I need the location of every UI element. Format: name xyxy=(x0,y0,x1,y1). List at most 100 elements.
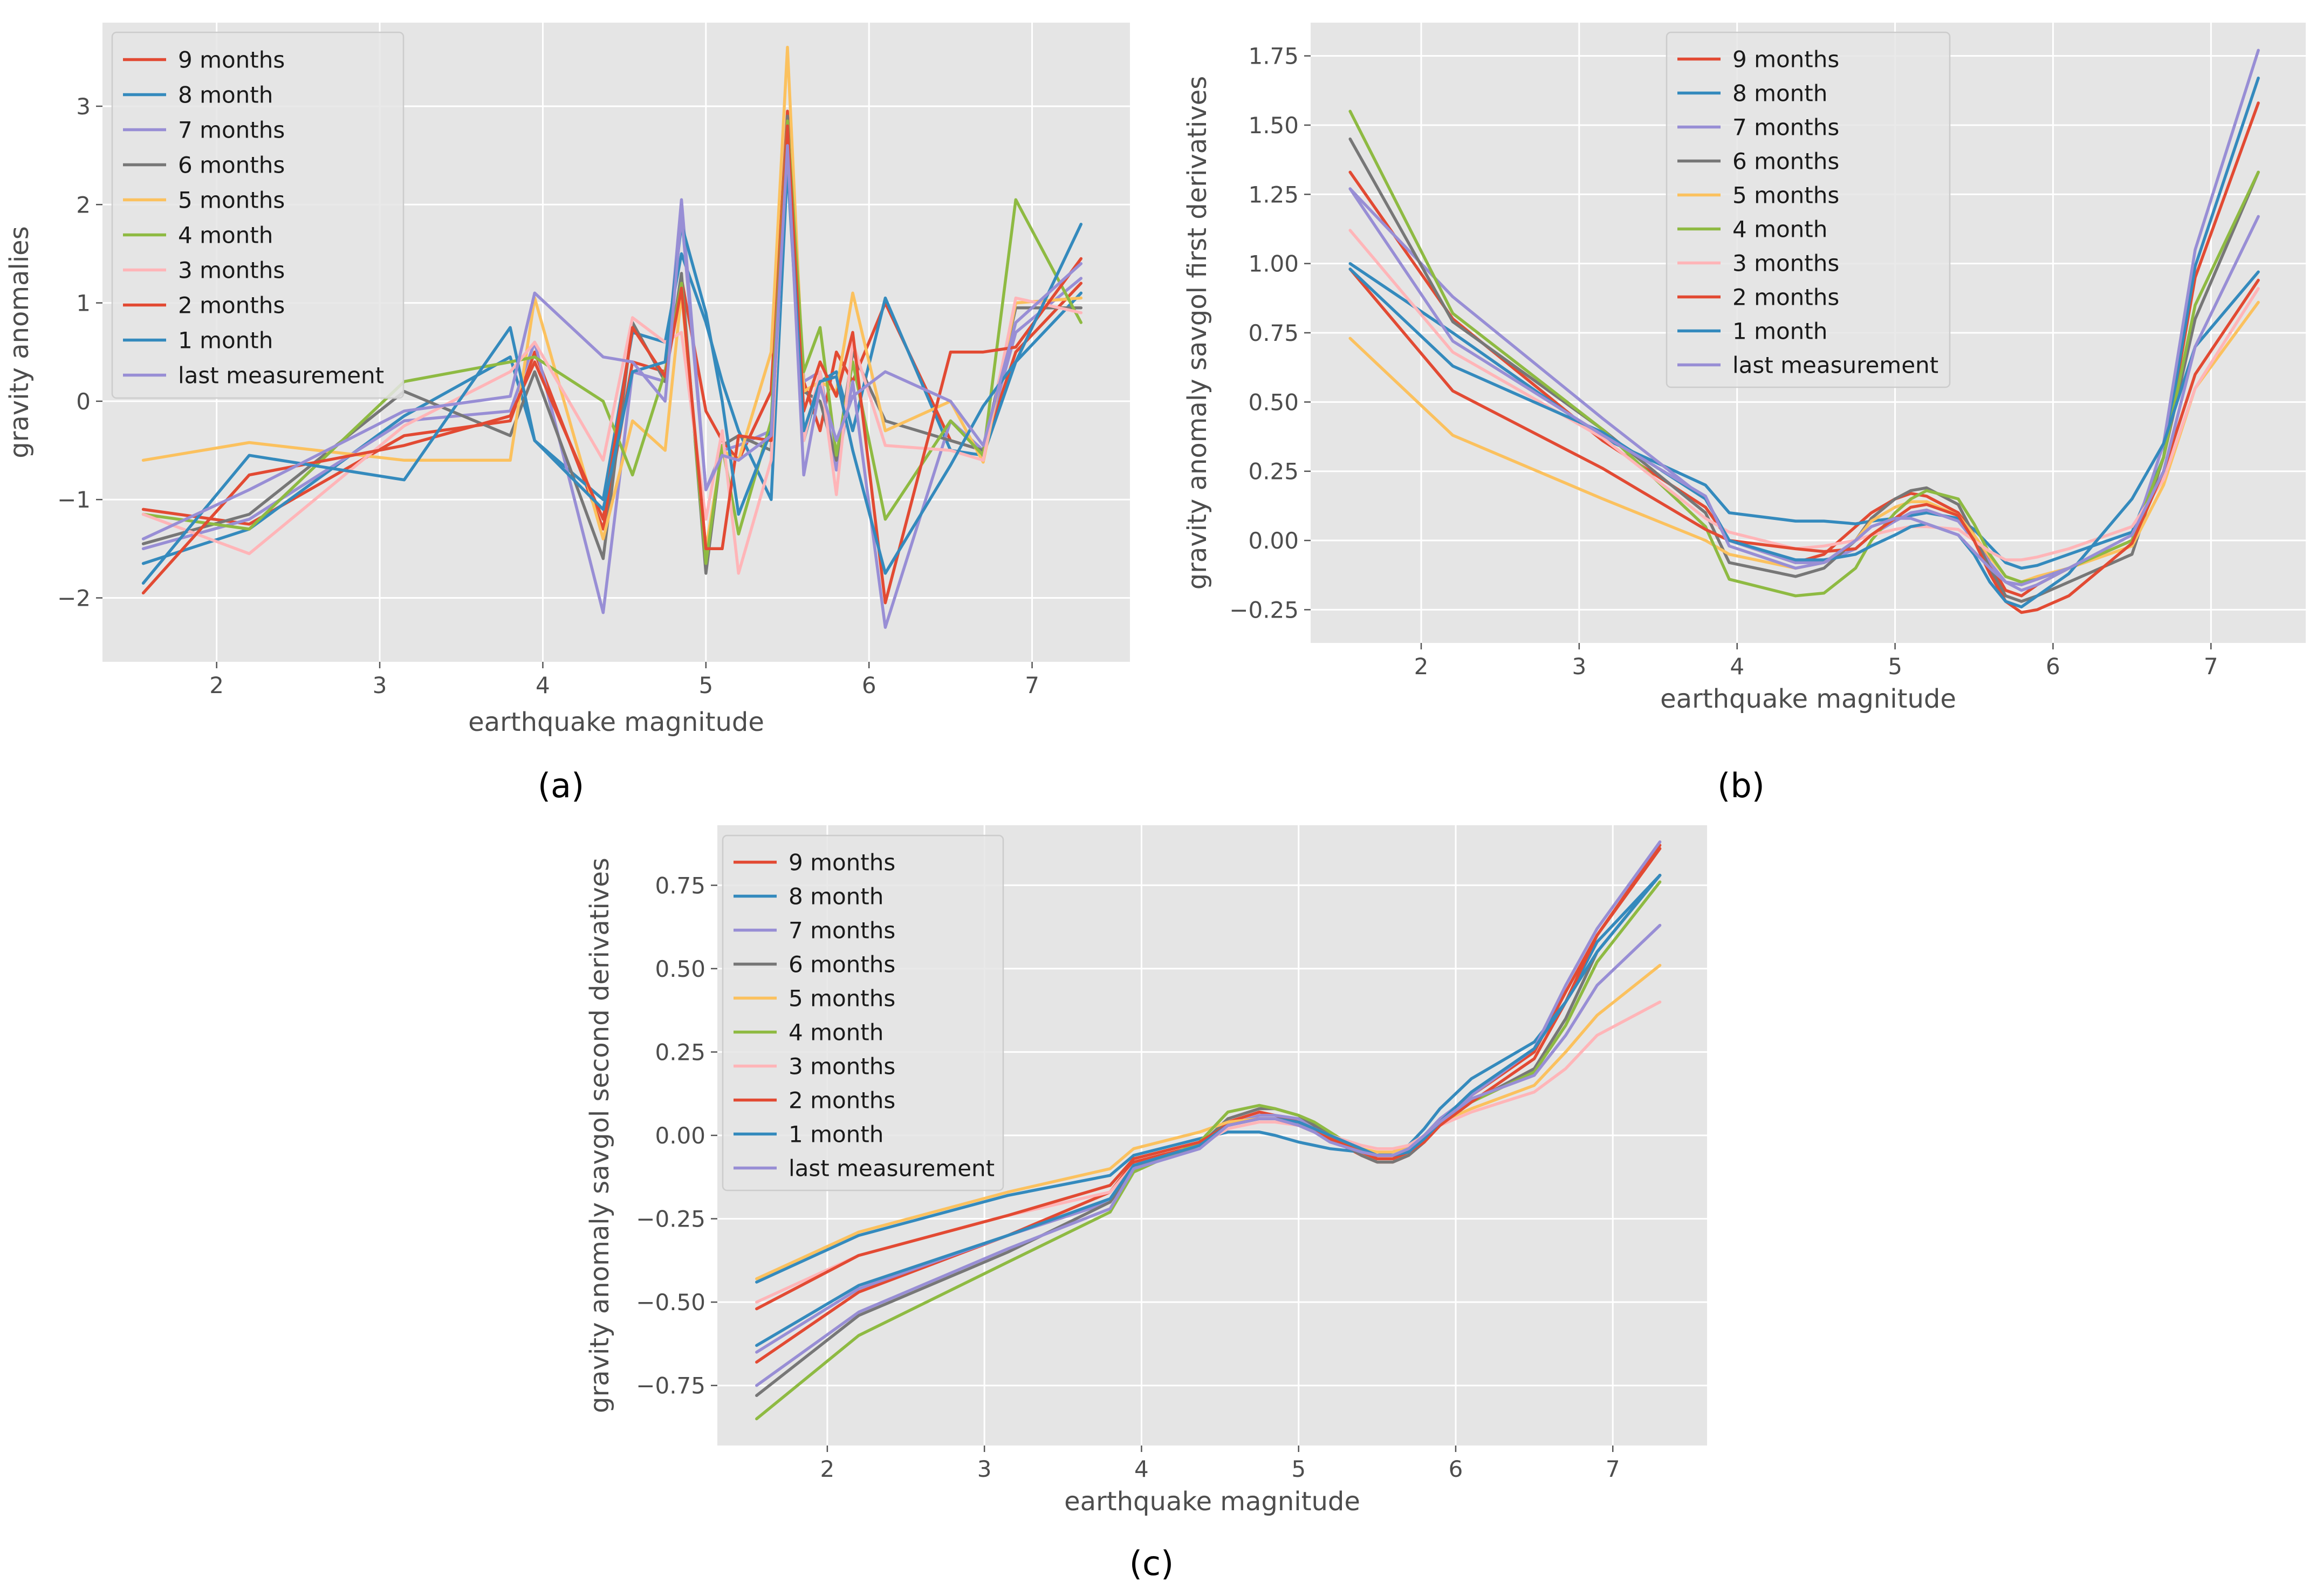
x-tick-label: 3 xyxy=(1572,653,1586,680)
series-line-8-month xyxy=(755,873,1662,1284)
legend-label: 9 months xyxy=(1732,46,1839,73)
x-tick-label: 7 xyxy=(1025,672,1039,698)
x-axis-label: earthquake magnitude xyxy=(1660,684,1956,714)
legend-label: 9 months xyxy=(789,850,895,876)
y-tick-label: 0.75 xyxy=(655,872,705,899)
series-line-2-months xyxy=(1348,268,2260,614)
series-line-4-month xyxy=(1348,109,2260,598)
legend-label: 6 months xyxy=(1732,148,1839,175)
y-tick-label: 3 xyxy=(76,93,91,120)
x-tick-label: 4 xyxy=(1134,1456,1149,1482)
y-tick-label: 0 xyxy=(76,388,91,415)
panel-label: (b) xyxy=(1717,766,1765,805)
legend-label: 7 months xyxy=(789,917,895,944)
series-line-4-month xyxy=(141,119,1083,565)
legend-label: 5 months xyxy=(178,187,285,214)
y-tick-label: 1.00 xyxy=(1248,251,1299,277)
legend-box xyxy=(111,31,405,399)
x-tick-label: 5 xyxy=(698,672,713,698)
legend-label: 2 months xyxy=(178,292,285,319)
x-tick-label: 6 xyxy=(1449,1456,1463,1482)
y-tick-label: 2 xyxy=(76,191,91,218)
y-tick-label: −0.75 xyxy=(636,1373,705,1399)
panel-b: 2 3 4 5 6 7 −0.25 0.00 0.25 0.50 0.75 1.00 1.25 1.50 1… xyxy=(1182,23,2306,805)
x-tick-label: 2 xyxy=(1414,653,1429,680)
legend-label: 1 month xyxy=(178,327,273,354)
series-line-2-months xyxy=(755,847,1662,1311)
y-tick-label: 0.25 xyxy=(655,1039,705,1065)
y-tick-label: 0.50 xyxy=(655,956,705,982)
y-tick-label: 1 xyxy=(76,290,91,317)
legend-label: last measurement xyxy=(178,362,384,389)
series-line-last-measurement xyxy=(1348,187,2260,586)
y-tick-label: 1.75 xyxy=(1248,43,1299,70)
legend-label: 3 months xyxy=(1732,250,1839,277)
legend-label: 7 months xyxy=(1732,114,1839,141)
y-tick-label: 0.25 xyxy=(1248,458,1299,485)
panel-c: 2 3 4 5 6 7 −0.75 −0.50 −0.25 0.00 0.25 0.50 0.75 ear… xyxy=(585,825,1707,1583)
legend-label: 2 months xyxy=(789,1087,895,1114)
x-tick-label: 2 xyxy=(820,1456,835,1482)
y-tick-label: −0.25 xyxy=(636,1206,705,1232)
legend-label: 8 month xyxy=(178,82,273,108)
legend-label: 5 months xyxy=(789,985,895,1012)
legend-label: 8 month xyxy=(1732,80,1827,107)
y-tick-label: 0.75 xyxy=(1248,320,1299,346)
x-tick-label: 4 xyxy=(536,672,550,698)
y-tick-label: 1.50 xyxy=(1248,112,1299,139)
x-tick-label: 5 xyxy=(1888,653,1902,680)
legend-label: 6 months xyxy=(178,152,285,179)
legend-box xyxy=(1666,31,1951,388)
x-tick-label: 6 xyxy=(2046,653,2060,680)
y-axis-label: gravity anomaly savgol first derivatives xyxy=(1182,76,1212,590)
x-tick-label: 6 xyxy=(862,672,876,698)
x-tick-label: 2 xyxy=(209,672,224,698)
y-tick-label: 1.25 xyxy=(1248,181,1299,208)
legend-label: 1 month xyxy=(789,1121,883,1148)
y-tick-label: 0.00 xyxy=(1248,528,1299,554)
series-line-last-measurement xyxy=(141,144,1083,540)
series-line-last-measurement xyxy=(755,923,1662,1387)
legend-label: 1 month xyxy=(1732,318,1827,345)
series-line-6-months xyxy=(1348,137,2260,603)
y-tick-label: −0.25 xyxy=(1229,597,1299,623)
legend-label: 3 months xyxy=(178,257,285,284)
legend-label: 3 months xyxy=(789,1053,895,1080)
legend-label: 4 month xyxy=(789,1019,883,1046)
legend-label: last measurement xyxy=(1732,352,1938,379)
x-tick-label: 7 xyxy=(1606,1456,1620,1482)
y-tick-label: 0.50 xyxy=(1248,389,1299,415)
panel-label: (c) xyxy=(1129,1544,1174,1583)
legend-label: 2 months xyxy=(1732,284,1839,311)
y-axis-label: gravity anomalies xyxy=(4,226,35,458)
legend-label: 6 months xyxy=(789,951,895,978)
series-line-1-month xyxy=(755,873,1662,1347)
series-line-3-months xyxy=(141,129,1083,575)
y-tick-label: 0.00 xyxy=(655,1122,705,1149)
x-tick-label: 3 xyxy=(373,672,387,698)
legend-label: 9 months xyxy=(178,47,285,73)
legend-label: 4 month xyxy=(1732,216,1827,243)
x-axis-label: earthquake magnitude xyxy=(468,707,764,737)
legend-label: 4 month xyxy=(178,222,273,249)
series-line-1-month xyxy=(141,159,1083,585)
y-tick-label: −2 xyxy=(57,585,91,612)
legend-label: last measurement xyxy=(789,1155,995,1182)
y-tick-label: −0.50 xyxy=(636,1289,705,1316)
legend-box xyxy=(722,834,1004,1191)
x-tick-label: 3 xyxy=(977,1456,992,1482)
series-line-5-months xyxy=(1348,300,2260,584)
x-tick-label: 4 xyxy=(1730,653,1744,680)
y-axis-label: gravity anomaly savgol second derivative… xyxy=(585,858,615,1413)
x-axis-label: earthquake magnitude xyxy=(1064,1487,1360,1517)
panel-label: (a) xyxy=(538,766,584,805)
legend-label: 7 months xyxy=(178,117,285,143)
legend-label: 8 month xyxy=(789,883,883,910)
legend-label: 5 months xyxy=(1732,182,1839,209)
panel-a: 2 3 4 5 6 7 −2 −1 0 1 2 3 earthquake magnitude gravit… xyxy=(4,23,1130,805)
series-line-2-months xyxy=(141,124,1083,605)
series-line-8-month xyxy=(141,163,1083,565)
x-tick-label: 7 xyxy=(2204,653,2218,680)
x-tick-label: 5 xyxy=(1291,1456,1306,1482)
